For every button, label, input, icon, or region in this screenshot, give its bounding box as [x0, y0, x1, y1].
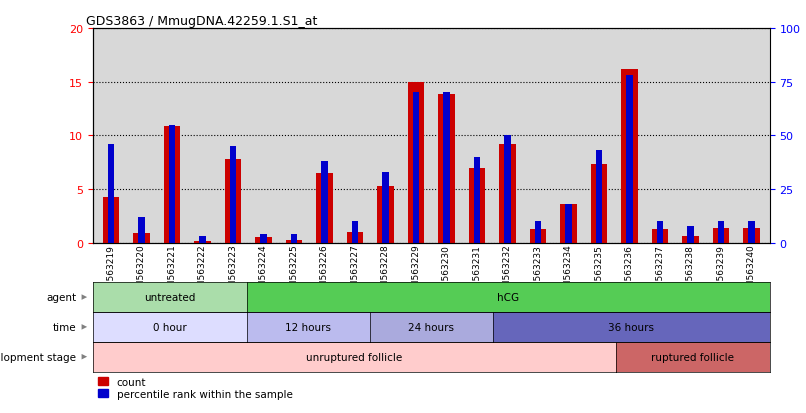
Bar [168, 126, 175, 243]
Bar [748, 222, 754, 243]
Bar [108, 145, 114, 243]
Bar [102, 197, 119, 243]
Bar [713, 228, 729, 243]
Text: hCG: hCG [497, 292, 519, 302]
Text: GSM563220: GSM563220 [137, 244, 146, 299]
Bar [285, 240, 302, 243]
Text: GSM563223: GSM563223 [228, 244, 238, 299]
Text: GSM563227: GSM563227 [351, 244, 359, 299]
Bar [139, 218, 144, 243]
Bar [194, 241, 211, 243]
Bar [530, 229, 546, 243]
Bar [351, 222, 358, 243]
Text: GSM563236: GSM563236 [625, 244, 634, 299]
Bar [651, 229, 668, 243]
Bar [438, 94, 455, 243]
Bar [534, 222, 541, 243]
Text: 36 hours: 36 hours [609, 322, 654, 332]
Text: GSM563231: GSM563231 [472, 244, 481, 299]
Text: 12 hours: 12 hours [285, 322, 331, 332]
Bar [505, 136, 511, 243]
Bar [291, 235, 297, 243]
Text: GSM563229: GSM563229 [411, 244, 421, 299]
Text: untreated: untreated [144, 292, 195, 302]
Bar [443, 93, 450, 243]
Text: GSM563221: GSM563221 [168, 244, 177, 299]
Bar [682, 237, 699, 243]
Text: GSM563222: GSM563222 [198, 244, 207, 299]
Text: GSM563232: GSM563232 [503, 244, 512, 299]
Bar [316, 173, 333, 243]
Text: GDS3863 / MmugDNA.42259.1.S1_at: GDS3863 / MmugDNA.42259.1.S1_at [86, 15, 318, 28]
Bar [255, 238, 272, 243]
Bar [718, 222, 724, 243]
Text: 24 hours: 24 hours [408, 322, 455, 332]
Bar [377, 186, 394, 243]
Text: time: time [52, 322, 76, 332]
Text: GSM563238: GSM563238 [686, 244, 695, 299]
Bar [408, 83, 424, 243]
Text: GSM563235: GSM563235 [595, 244, 604, 299]
Bar [596, 151, 602, 243]
Bar [474, 157, 480, 243]
Text: GSM563230: GSM563230 [442, 244, 451, 299]
Bar [688, 226, 694, 243]
Legend: count, percentile rank within the sample: count, percentile rank within the sample [98, 377, 293, 399]
Bar [499, 145, 516, 243]
Text: GSM563234: GSM563234 [564, 244, 573, 299]
Bar [225, 160, 241, 243]
Text: GSM563233: GSM563233 [534, 244, 542, 299]
Bar [560, 205, 577, 243]
Bar [591, 165, 608, 243]
Text: GSM563219: GSM563219 [106, 244, 115, 299]
Bar [657, 222, 663, 243]
Text: unruptured follicle: unruptured follicle [306, 352, 402, 362]
Text: development stage: development stage [0, 352, 76, 362]
Bar [621, 70, 638, 243]
Bar [322, 162, 328, 243]
Text: GSM563224: GSM563224 [259, 244, 268, 299]
Bar [164, 126, 181, 243]
Bar [565, 205, 571, 243]
Bar [347, 233, 364, 243]
Text: GSM563237: GSM563237 [655, 244, 664, 299]
Bar [468, 168, 485, 243]
Bar [133, 234, 150, 243]
Bar [199, 237, 206, 243]
Text: 0 hour: 0 hour [153, 322, 186, 332]
Text: GSM563239: GSM563239 [717, 244, 725, 299]
Text: GSM563240: GSM563240 [747, 244, 756, 299]
Text: agent: agent [46, 292, 76, 302]
Text: GSM563228: GSM563228 [381, 244, 390, 299]
Text: ruptured follicle: ruptured follicle [651, 352, 734, 362]
Bar [260, 235, 267, 243]
Text: GSM563225: GSM563225 [289, 244, 298, 299]
Bar [230, 147, 236, 243]
Bar [382, 173, 388, 243]
Text: GSM563226: GSM563226 [320, 244, 329, 299]
Bar [626, 76, 633, 243]
Bar [743, 228, 760, 243]
Bar [413, 93, 419, 243]
